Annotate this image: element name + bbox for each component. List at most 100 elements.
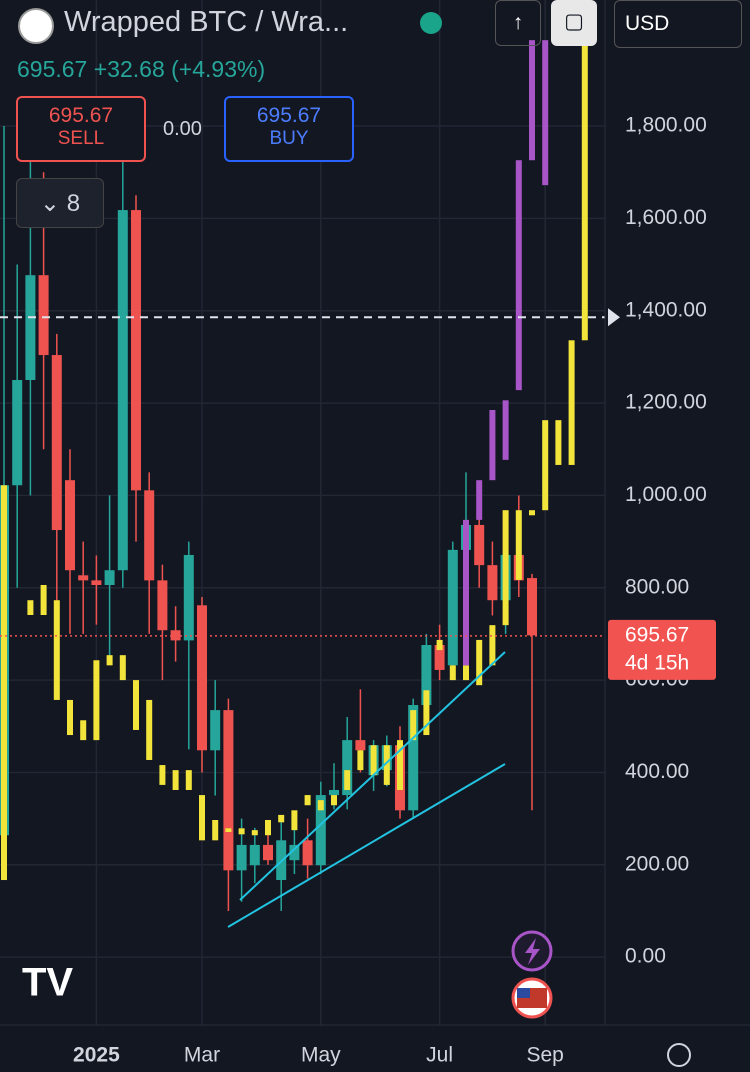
candle-body	[185, 770, 192, 790]
y-tick-label: 1,000.00	[625, 483, 707, 506]
candle-body	[515, 160, 522, 391]
candle-body	[302, 840, 313, 866]
y-tick-label: 1,200.00	[625, 391, 707, 414]
candle-body	[172, 770, 179, 790]
candle-body	[463, 665, 469, 681]
candle-body	[249, 844, 260, 866]
candle-body	[119, 655, 126, 681]
trend-line	[227, 763, 506, 928]
candle-body	[355, 740, 366, 751]
candle-body	[80, 720, 87, 741]
candle-body	[1, 485, 7, 881]
candle-body	[65, 480, 75, 571]
candle-body	[476, 480, 483, 520]
y-tick-label: 800.00	[625, 575, 689, 598]
lightning-glyph	[525, 938, 540, 965]
candle-body	[265, 820, 271, 836]
candle-body	[131, 210, 141, 491]
candle-body	[423, 690, 430, 736]
screen-button[interactable]: ▢	[551, 0, 597, 46]
settings-icon[interactable]	[667, 1043, 691, 1067]
x-tick-label: Sep	[527, 1044, 564, 1067]
candle-body	[223, 710, 234, 871]
candle-body	[357, 750, 364, 771]
candle-body	[342, 740, 353, 796]
candle-body	[67, 699, 73, 736]
candle-body	[278, 814, 285, 823]
currency-select[interactable]: USD	[614, 0, 742, 48]
coin-icon	[18, 8, 54, 44]
candle-body	[27, 600, 34, 615]
candle-body	[197, 605, 207, 751]
candle-body	[515, 510, 522, 580]
candle-body	[199, 795, 205, 841]
up-button[interactable]: ↑	[495, 0, 541, 46]
change: +32.68	[93, 56, 165, 82]
candle-body	[436, 639, 443, 651]
spread: 0.00	[163, 118, 202, 140]
sell-label: SELL	[57, 128, 105, 149]
change-pct: (+4.93%)	[171, 56, 266, 82]
candle-body	[146, 699, 153, 760]
candle-body	[51, 355, 62, 531]
candle-body	[502, 510, 509, 626]
candle-body	[53, 600, 60, 700]
x-tick-label: Jul	[426, 1044, 453, 1067]
candle-body	[91, 580, 102, 585]
candle-body	[236, 844, 247, 871]
candle-body	[78, 575, 89, 581]
candle-body	[581, 40, 588, 341]
candle-body	[12, 379, 23, 486]
candle-body	[157, 580, 168, 631]
candle-body	[210, 710, 221, 751]
candle-body	[421, 645, 432, 706]
sell-price: 695.67	[48, 104, 114, 127]
candle-body	[183, 554, 194, 641]
candle-body	[383, 745, 390, 785]
buy-label: BUY	[269, 128, 309, 149]
candle-body	[502, 400, 509, 460]
candle-body	[344, 770, 351, 790]
flag-canton	[517, 988, 530, 998]
candle-body	[263, 844, 273, 861]
y-tick-label: 400.00	[625, 760, 689, 783]
candle-body	[370, 745, 377, 776]
candle-body	[529, 40, 535, 161]
candle-body	[104, 570, 115, 585]
candle-body	[489, 410, 496, 481]
candle-body	[329, 789, 339, 796]
candle-body	[527, 578, 537, 636]
countdown-label: 4d 15h	[625, 651, 689, 674]
candle-body	[542, 40, 549, 186]
y-tick-label: 0.00	[625, 945, 666, 968]
candle-body	[289, 844, 300, 861]
candle-body	[542, 420, 549, 511]
currency: USD	[625, 12, 670, 35]
candle-body	[315, 795, 326, 866]
candle-body	[434, 645, 445, 670]
y-tick-label: 1,800.00	[625, 114, 707, 137]
indicator-count: 8	[66, 190, 81, 217]
candle-body	[331, 795, 337, 806]
sell-button[interactable]: 695.67 SELL	[16, 96, 146, 162]
crosshair-marker	[608, 308, 620, 327]
candle-body	[474, 524, 485, 566]
candle-body	[489, 625, 496, 666]
candle-body	[304, 795, 311, 806]
candle-body	[144, 490, 155, 581]
trend-line	[239, 651, 506, 901]
candle-body	[212, 820, 219, 841]
candle-body	[447, 549, 458, 666]
candle-body	[38, 275, 49, 356]
indicator-toggle[interactable]: ⌄ 8	[16, 178, 104, 228]
x-tick-label: Mar	[184, 1044, 220, 1067]
candle-body	[397, 740, 403, 790]
last-price-box	[608, 619, 716, 680]
y-tick-label: 200.00	[625, 852, 689, 875]
tv-logo: TV	[22, 961, 73, 1005]
buy-button[interactable]: 695.67 BUY	[224, 96, 354, 162]
candle-body	[291, 810, 298, 831]
